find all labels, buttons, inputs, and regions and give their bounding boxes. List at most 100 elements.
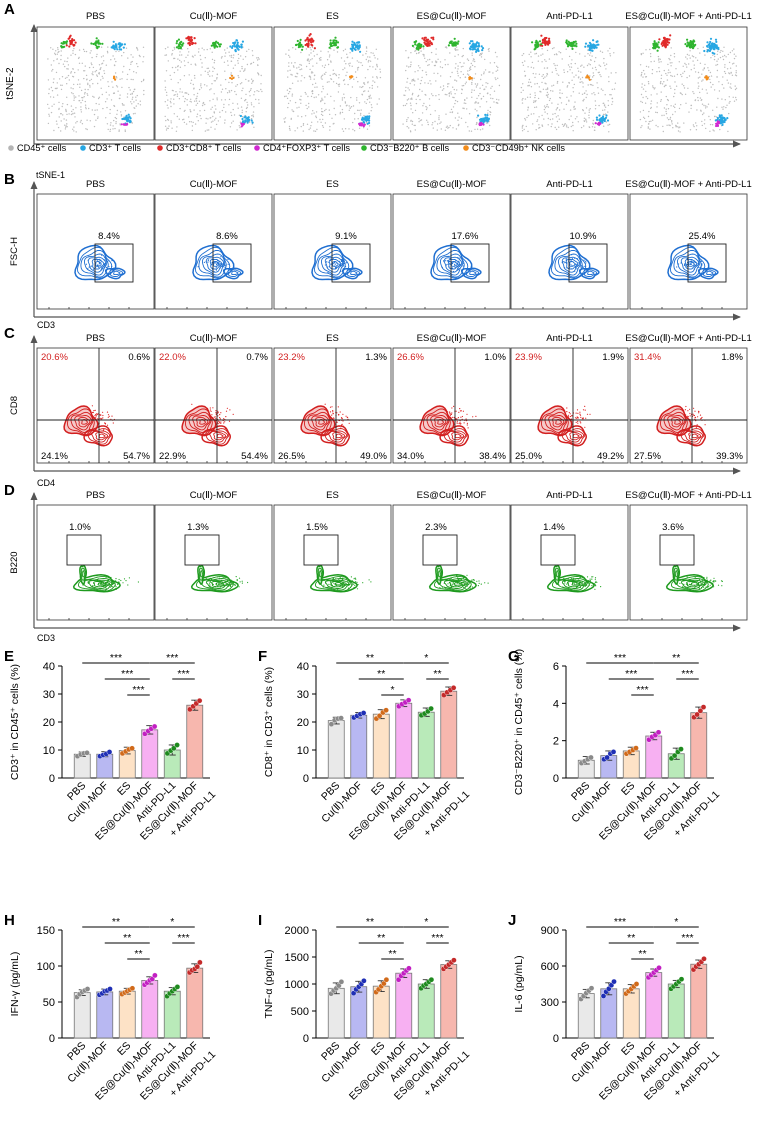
cd45-cell-dot bbox=[670, 74, 672, 77]
event-dot bbox=[330, 263, 332, 265]
tsne-cluster-dot bbox=[368, 119, 371, 122]
cd45-cell-dot bbox=[315, 111, 318, 113]
cd45-cell-dot bbox=[248, 48, 250, 51]
cd45-cell-dot bbox=[595, 57, 597, 59]
cd45-cell-dot bbox=[245, 93, 247, 96]
cd45-cell-dot bbox=[685, 63, 687, 66]
cd45-cell-dot bbox=[425, 74, 428, 76]
cd45-cell-dot bbox=[365, 53, 367, 55]
cd45-cell-dot bbox=[641, 71, 643, 74]
quadrant-ur-percent: 0.7% bbox=[246, 352, 268, 363]
tsne-dot-cloud bbox=[402, 36, 501, 133]
cd45-cell-dot bbox=[438, 94, 440, 96]
cd45-cell-dot bbox=[577, 77, 580, 79]
tsne-cluster-dot bbox=[329, 39, 332, 42]
cd45-cell-dot bbox=[712, 129, 714, 131]
cd45-cell-dot bbox=[289, 129, 291, 131]
cd45-cell-dot bbox=[439, 122, 441, 125]
cd45-cell-dot bbox=[343, 97, 346, 99]
cd45-cell-dot bbox=[536, 119, 539, 121]
cd45-cell-dot bbox=[322, 88, 324, 90]
tsne-cluster-dot bbox=[179, 46, 182, 50]
tsne-cluster-dot bbox=[128, 119, 131, 122]
tsne-cluster-dot bbox=[710, 42, 713, 46]
event-dot bbox=[353, 578, 355, 580]
cd45-cell-dot bbox=[731, 63, 734, 65]
cd45-cell-dot bbox=[699, 76, 701, 78]
cd45-cell-dot bbox=[339, 105, 342, 107]
legend-entry-label: CD3⁻CD49b⁺ NK cells bbox=[472, 143, 565, 153]
cd45-cell-dot bbox=[701, 120, 703, 123]
tsne-cluster-dot bbox=[604, 116, 608, 119]
cd45-cell-dot bbox=[489, 114, 491, 116]
tsne-cluster-dot bbox=[584, 45, 587, 48]
cd45-cell-dot bbox=[72, 76, 75, 78]
event-dot bbox=[447, 583, 449, 585]
contour-ring bbox=[190, 574, 239, 593]
cd45-cell-dot bbox=[367, 82, 369, 84]
cd45-cell-dot bbox=[466, 73, 469, 75]
cd45-cell-dot bbox=[196, 102, 199, 105]
cd45-cell-dot bbox=[49, 96, 52, 98]
cd45-cell-dot bbox=[53, 129, 55, 132]
cd45-cell-dot bbox=[230, 60, 232, 62]
event-dot bbox=[570, 577, 573, 579]
cd45-cell-dot bbox=[64, 77, 67, 80]
cd45-cell-dot bbox=[115, 60, 117, 63]
tsne-cluster-dot bbox=[240, 45, 243, 48]
data-point bbox=[428, 705, 434, 712]
panel-letter-d: D bbox=[4, 482, 15, 499]
legend-swatch bbox=[254, 145, 260, 151]
cd45-cell-dot bbox=[213, 67, 216, 70]
cd45-cell-dot bbox=[584, 112, 586, 114]
cd45-cell-dot bbox=[682, 65, 684, 68]
cd45-cell-dot bbox=[190, 79, 193, 82]
cd45-cell-dot bbox=[641, 83, 643, 85]
tsne-cluster-dot bbox=[95, 37, 98, 40]
cd45-cell-dot bbox=[215, 123, 218, 126]
event-dot bbox=[679, 582, 681, 585]
cd45-cell-dot bbox=[54, 53, 57, 56]
cd45-cell-dot bbox=[209, 48, 211, 50]
cd45-cell-dot bbox=[308, 75, 311, 78]
cd45-cell-dot bbox=[560, 102, 563, 104]
cd45-cell-dot bbox=[483, 88, 485, 91]
cd45-cell-dot bbox=[573, 108, 575, 110]
cd45-cell-dot bbox=[591, 67, 594, 69]
cd45-cell-dot bbox=[419, 98, 421, 101]
cd45-cell-dot bbox=[645, 90, 647, 93]
flow-group-title: Cu(Ⅱ)-MOF bbox=[190, 179, 238, 190]
cd45-cell-dot bbox=[47, 122, 50, 125]
cd45-cell-dot bbox=[552, 113, 554, 115]
cd45-cell-dot bbox=[121, 78, 123, 80]
cd45-cell-dot bbox=[658, 70, 661, 73]
cd45-cell-dot bbox=[291, 82, 294, 85]
cd45-cell-dot bbox=[56, 53, 58, 55]
cd45-cell-dot bbox=[520, 86, 523, 89]
cd45-cell-dot bbox=[68, 113, 70, 115]
cd45-cell-dot bbox=[474, 108, 476, 111]
tsne-cluster-dot bbox=[713, 52, 716, 55]
cd45-cell-dot bbox=[179, 59, 181, 62]
cd45-cell-dot bbox=[683, 122, 685, 124]
cd45-cell-dot bbox=[465, 121, 467, 124]
event-dot bbox=[591, 578, 593, 580]
cd45-cell-dot bbox=[607, 124, 609, 126]
cd45-cell-dot bbox=[92, 95, 94, 98]
bar-mark bbox=[395, 702, 413, 779]
cd45-cell-dot bbox=[585, 121, 588, 123]
tsne-cluster-dot bbox=[126, 117, 129, 120]
tsne-cluster-dot bbox=[720, 118, 724, 121]
cd45-cell-dot bbox=[142, 61, 144, 63]
cd45-cell-dot bbox=[313, 74, 316, 77]
cd45-cell-dot bbox=[322, 111, 324, 113]
cd45-cell-dot bbox=[165, 70, 168, 72]
cd45-cell-dot bbox=[356, 67, 359, 69]
cd45-cell-dot bbox=[464, 83, 467, 85]
tsne-cluster-dot bbox=[232, 41, 235, 45]
event-dot bbox=[449, 411, 451, 413]
cd45-cell-dot bbox=[441, 66, 444, 69]
cd45-cell-dot bbox=[79, 86, 81, 89]
cd45-cell-dot bbox=[339, 111, 342, 114]
contour-ring bbox=[194, 246, 231, 279]
